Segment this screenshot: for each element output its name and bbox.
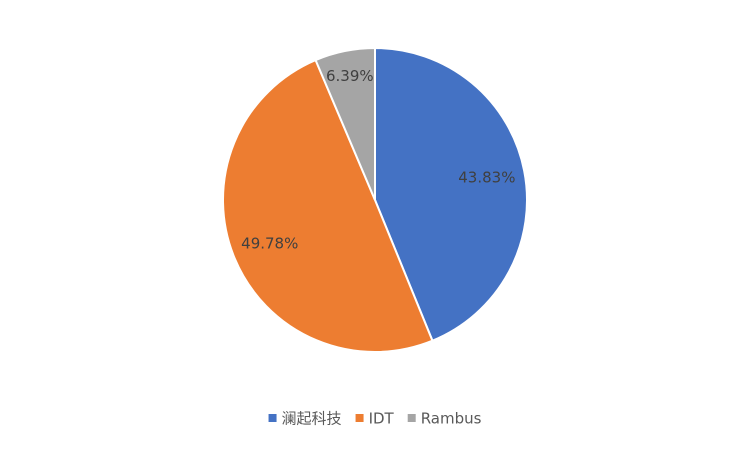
legend-marker: [268, 414, 277, 422]
data-label: 49.78%: [241, 234, 298, 252]
data-labels: 43.83% 49.78% 6.39%: [241, 67, 515, 252]
pie: [222, 46, 528, 353]
legend-marker: [355, 414, 364, 422]
legend-label: 澜起科技: [282, 410, 342, 428]
pie-slice: [222, 58, 434, 353]
legend-label: IDT: [369, 410, 395, 428]
legend-marker: [407, 414, 416, 422]
pie-slice: [314, 46, 376, 201]
legend: 澜起科技 IDT Rambus: [268, 410, 482, 428]
data-label: 6.39%: [326, 67, 374, 85]
data-label: 43.83%: [458, 169, 515, 187]
legend-label: Rambus: [421, 410, 482, 428]
pie-slice: [374, 46, 528, 343]
